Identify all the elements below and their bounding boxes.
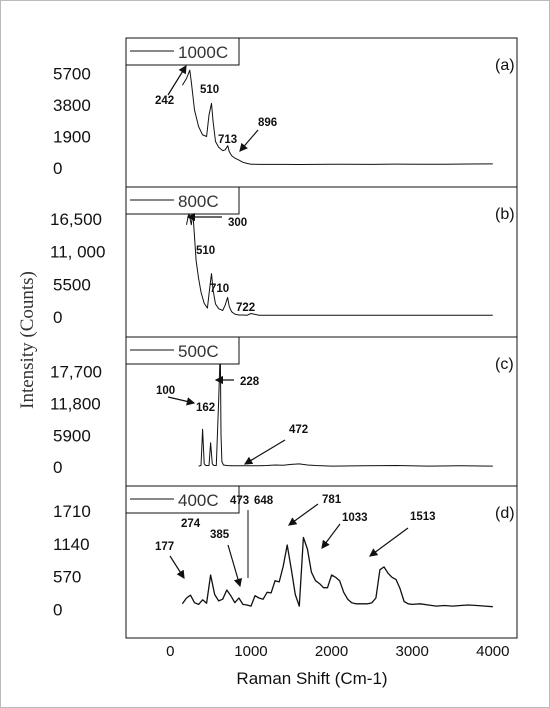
y-tick-label: 3800 (53, 96, 91, 115)
annotation-arrow (227, 544, 243, 588)
spectrum-line (181, 69, 493, 165)
y-axis-label: Intensity (Counts) (17, 271, 38, 409)
y-tick-label: 1900 (53, 128, 91, 147)
y-tick-label: 11,800 (50, 394, 101, 413)
peak-annotation: 713 (218, 134, 237, 146)
annotation-arrow (288, 503, 319, 526)
x-tick-label: 3000 (396, 643, 429, 660)
y-tick-label: 17,700 (50, 363, 102, 382)
peak-annotation: 510 (196, 245, 215, 257)
legend-label: 500C (178, 342, 219, 361)
y-tick-label: 1140 (53, 535, 90, 554)
peak-annotation: 100 (156, 385, 175, 397)
panel-label: (a) (495, 57, 515, 74)
y-tick-label: 1710 (53, 502, 91, 521)
spectrum-line (186, 212, 493, 316)
y-tick-label: 16,500 (50, 210, 102, 229)
legend-label: 1000C (178, 43, 228, 62)
peak-annotation: 710 (210, 283, 229, 295)
legend: 800C (125, 186, 240, 215)
panel-frame (125, 485, 518, 639)
x-tick-label: 4000 (476, 643, 509, 660)
peak-annotation: 648 (254, 495, 274, 507)
legend-label: 800C (178, 192, 219, 211)
peak-annotation: 274 (181, 518, 201, 530)
x-axis-label: Raman Shift (Cm-1) (236, 669, 387, 688)
y-tick-label: 0 (53, 159, 62, 178)
panel-b: 16,500 11, 000 5500 0 800C (b) 300 510 710 722 (50, 186, 518, 338)
panel-label: (b) (495, 206, 515, 223)
y-tick-label: 0 (53, 308, 62, 327)
annotation-arrow (167, 64, 187, 96)
y-tick-label: 0 (53, 458, 62, 477)
spectrum-line (198, 347, 493, 467)
annotation-arrow (167, 396, 196, 406)
legend: 500C (125, 336, 240, 365)
x-tick-label: 0 (166, 643, 174, 660)
peak-annotation: 300 (228, 217, 247, 229)
panel-label: (c) (495, 356, 514, 373)
y-tick-label: 570 (53, 568, 81, 587)
peak-annotation: 1513 (410, 511, 436, 523)
y-tick-label: 11, 000 (50, 243, 105, 262)
y-tick-label: 5700 (53, 65, 91, 84)
peak-annotation: 472 (289, 424, 308, 436)
x-tick-label: 1000 (234, 643, 267, 660)
x-tick-label: 2000 (315, 643, 348, 660)
peak-annotation: 242 (155, 95, 174, 107)
peak-annotation: 896 (258, 117, 277, 129)
annotation-arrow (243, 439, 286, 465)
annotation-arrow (169, 555, 185, 580)
legend: 400C (125, 485, 240, 514)
panel-c: 17,700 11,800 5900 0 500C (c) 100 162 228 472 (50, 336, 518, 487)
y-tick-label: 5900 (53, 426, 91, 445)
peak-annotation: 781 (322, 494, 342, 506)
legend-label: 400C (178, 491, 219, 510)
legend: 1000C (125, 37, 240, 66)
peak-annotation: 177 (155, 541, 174, 553)
panel-a: 5700 3800 1900 0 1000C (a) 242 510 713 896 (53, 37, 518, 188)
annotation-arrow (321, 523, 341, 549)
peak-annotation: 385 (210, 529, 230, 541)
annotation-arrow (369, 527, 409, 557)
spectrum-line (181, 536, 493, 608)
peak-annotation: 1033 (342, 512, 368, 524)
panel-label: (d) (495, 505, 515, 522)
y-tick-label: 0 (53, 601, 62, 620)
y-tick-label: 5500 (53, 275, 91, 294)
peak-annotation: 510 (200, 84, 219, 96)
peak-annotation: 162 (196, 402, 215, 414)
panel-d: 1710 1140 570 0 400C (d) 177 274 385 473 648 781103… (53, 485, 518, 639)
peak-annotation: 473 (230, 495, 249, 507)
peak-annotation: 228 (240, 376, 260, 388)
annotation-arrow (239, 129, 259, 152)
peak-annotation: 722 (236, 302, 255, 314)
